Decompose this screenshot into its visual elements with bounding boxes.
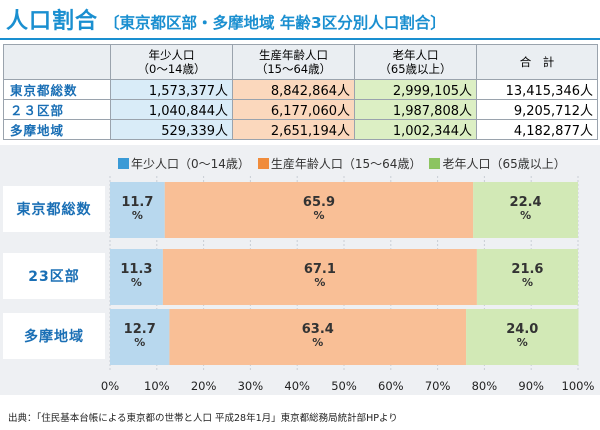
- header-elderly: 老年人口 （65歳以上）: [354, 44, 477, 80]
- page-title: 人口割合 〔東京都区部・多摩地域 年齢3区分別人口割合〕: [6, 3, 446, 37]
- data-label: 65.9%: [303, 195, 335, 222]
- title-main: 人口割合: [6, 9, 99, 34]
- row-label: 多摩地域: [3, 119, 111, 140]
- bar-segment: [110, 182, 165, 238]
- bar-segment: [466, 309, 579, 365]
- bar-segment: [169, 309, 467, 365]
- cell-youth: 1,040,844人: [110, 99, 233, 120]
- header-working-range: （15～64歳）: [255, 62, 332, 76]
- header-youth: 年少人口 （0～14歳）: [110, 44, 233, 80]
- x-tick-label: 30%: [238, 379, 264, 393]
- data-label: 21.6%: [511, 262, 543, 289]
- cell-total: 4,182,877人: [476, 119, 598, 140]
- data-label: 11.7%: [121, 195, 153, 222]
- title-rule: [0, 38, 600, 40]
- x-tick-label: 100%: [562, 379, 595, 393]
- chart-legend: 年少人口（0～14歳） 生産年齢人口（15～64歳） 老年人口（65歳以上）: [118, 155, 574, 172]
- x-tick-label: 40%: [284, 379, 310, 393]
- data-label: 67.1%: [304, 262, 336, 289]
- table-row: 東京都総数 1,573,377人 8,842,864人 2,999,105人 1…: [3, 79, 598, 100]
- legend-label-working: 生産年齢人口（15～64歳）: [270, 157, 422, 171]
- table-header-row: 年少人口 （0～14歳） 生産年齢人口 （15～64歳） 老年人口 （65歳以上） 合…: [3, 44, 598, 80]
- category-label: 東京都総数: [3, 186, 105, 232]
- cell-total: 9,205,712人: [476, 99, 598, 120]
- header-elderly-label: 老年人口: [392, 48, 439, 62]
- header-youth-label: 年少人口: [148, 48, 195, 62]
- legend-swatch-elderly: [429, 158, 441, 169]
- source-note: 出典：「住民基本台帳による東京都の世帯と人口 平成28年1月」東京都総務局統計部…: [8, 413, 398, 424]
- table-corner: [3, 44, 111, 80]
- x-tick-label: 60%: [378, 379, 404, 393]
- bar-segment: [110, 249, 163, 305]
- data-label: 24.0%: [506, 322, 538, 349]
- population-table: 年少人口 （0～14歳） 生産年齢人口 （15～64歳） 老年人口 （65歳以上） 合…: [3, 44, 598, 140]
- data-label: 63.4%: [302, 322, 334, 349]
- bar-segment: [164, 182, 474, 238]
- stacked-bar-chart: 0% 10% 20% 30% 40% 50% 60% 70% 80% 90% 100% 11.7 % 65…: [101, 176, 595, 393]
- x-tick-label: 90%: [518, 379, 544, 393]
- x-tick-label: 20%: [191, 379, 217, 393]
- x-tick-label: 50%: [331, 379, 357, 393]
- bar-segment: [110, 309, 170, 365]
- x-tick-label: 10%: [144, 379, 170, 393]
- legend-item-working: 生産年齢人口（15～64歳）: [257, 155, 422, 172]
- cell-working: 6,177,060人: [232, 99, 355, 120]
- header-youth-range: （0～14歳）: [137, 62, 206, 76]
- bar-segment: [162, 249, 477, 305]
- legend-label-youth: 年少人口（0～14歳）: [131, 157, 250, 171]
- row-label: 東京都総数: [3, 79, 111, 100]
- category-label: 23区部: [3, 253, 105, 299]
- legend-item-youth: 年少人口（0～14歳）: [118, 155, 250, 172]
- x-tick-label: 0%: [101, 379, 119, 393]
- cell-youth: 1,573,377人: [110, 79, 233, 100]
- table-row: ２３区部 1,040,844人 6,177,060人 1,987,808人 9,…: [3, 99, 598, 120]
- data-label: 22.4%: [510, 195, 542, 222]
- legend-label-elderly: 老年人口（65歳以上）: [442, 157, 566, 171]
- cell-total: 13,415,346人: [476, 79, 598, 100]
- data-label: 11.3%: [120, 262, 152, 289]
- cell-working: 2,651,194人: [232, 119, 355, 140]
- cell-youth: 529,339人: [110, 119, 233, 140]
- legend-swatch-youth: [118, 158, 129, 169]
- header-total: 合 計: [476, 44, 598, 80]
- cell-elderly: 1,987,808人: [354, 99, 477, 120]
- x-tick-label: 70%: [425, 379, 451, 393]
- x-tick-label: 80%: [472, 379, 498, 393]
- category-label: 多摩地域: [3, 313, 105, 359]
- title-subtitle: 〔東京都区部・多摩地域 年齢3区分別人口割合〕: [104, 14, 446, 32]
- data-label: 12.7%: [124, 322, 156, 349]
- bar-segment: [476, 249, 578, 305]
- legend-swatch-working: [257, 158, 269, 169]
- bar-segment: [473, 182, 578, 238]
- table-row: 多摩地域 529,339人 2,651,194人 1,002,344人 4,18…: [3, 119, 598, 140]
- legend-item-elderly: 老年人口（65歳以上）: [429, 155, 566, 172]
- header-working: 生産年齢人口 （15～64歳）: [232, 44, 355, 80]
- header-elderly-range: （65歳以上）: [379, 62, 452, 76]
- header-working-label: 生産年齢人口: [259, 48, 328, 62]
- cell-working: 8,842,864人: [232, 79, 355, 100]
- header-total-label: 合 計: [519, 55, 555, 69]
